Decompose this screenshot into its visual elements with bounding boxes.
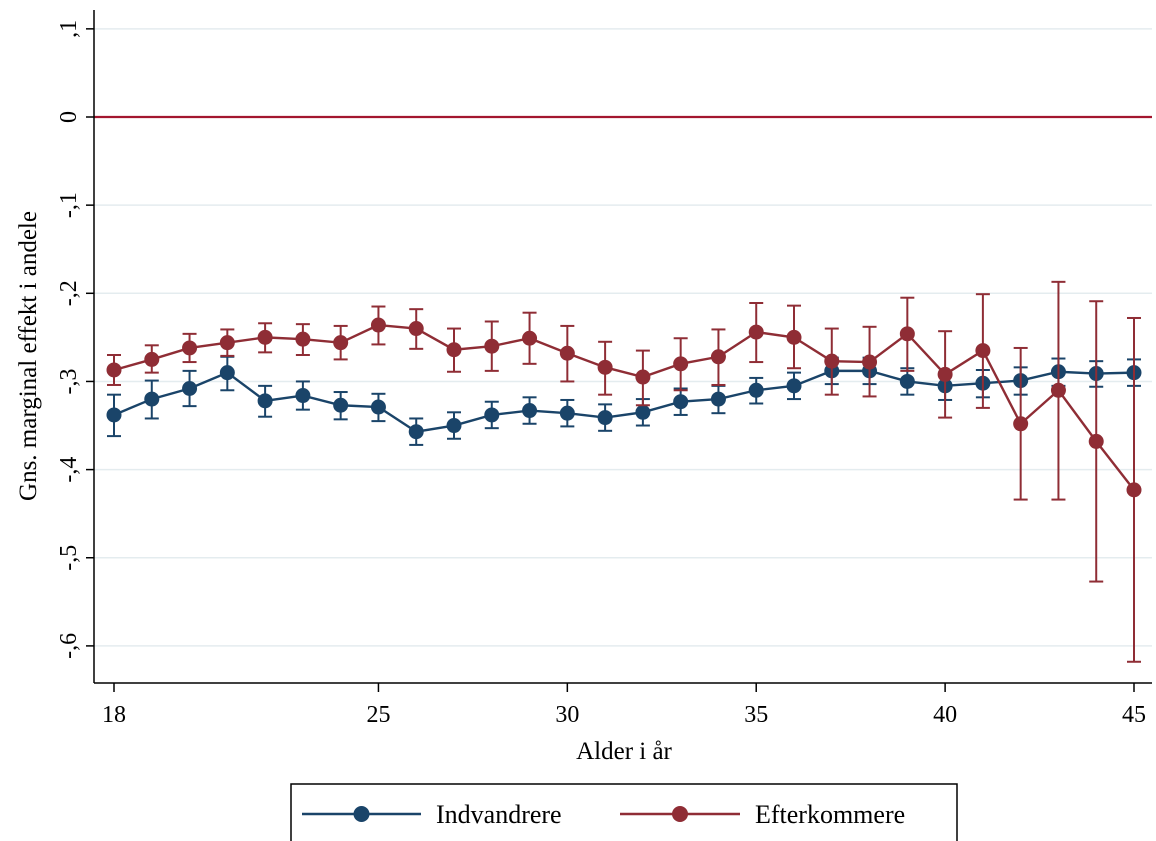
- data-point: [106, 362, 122, 378]
- data-point: [673, 356, 689, 372]
- y-axis: ,1 0 -,1 -,2 -,3 -,4 -,5 -,6: [56, 10, 95, 683]
- legend-marker: [672, 806, 688, 822]
- y-tick-label: -,3: [56, 368, 82, 394]
- x-tick-label: 40: [933, 702, 957, 728]
- data-point: [295, 388, 311, 404]
- data-point: [597, 410, 613, 426]
- data-point: [748, 324, 764, 340]
- data-point: [522, 403, 538, 419]
- data-point: [1126, 482, 1142, 498]
- x-axis: 18 25 30 35 40 45: [94, 682, 1152, 728]
- data-point: [710, 391, 726, 407]
- data-point: [106, 407, 122, 423]
- x-tick-label: 25: [366, 702, 390, 728]
- series-efterkommere: [106, 280, 1142, 663]
- data-point: [370, 317, 386, 333]
- data-point: [446, 418, 462, 434]
- legend: Indvandrere Efterkommere: [290, 783, 958, 841]
- legend-box: [290, 783, 958, 841]
- y-tick-label: 0: [56, 111, 82, 123]
- data-point: [144, 351, 160, 367]
- data-point: [144, 391, 160, 407]
- data-point: [484, 407, 500, 423]
- data-point: [748, 382, 764, 398]
- legend-label: Indvandrere: [436, 800, 562, 829]
- data-point: [446, 342, 462, 358]
- data-point: [559, 405, 575, 421]
- x-axis-title: Alder i år: [576, 738, 672, 765]
- data-point: [673, 394, 689, 410]
- data-point: [786, 329, 802, 345]
- y-tick-label: -,2: [56, 280, 82, 306]
- data-point: [937, 366, 953, 382]
- x-tick-label: 18: [102, 702, 126, 728]
- y-tick-label: ,1: [56, 20, 82, 38]
- data-point: [1013, 416, 1029, 432]
- y-tick-label: -,1: [56, 192, 82, 218]
- data-point: [257, 329, 273, 345]
- y-axis-title: Gns. marginal effekt i andele: [15, 211, 42, 501]
- y-tick-label: -,4: [56, 457, 82, 483]
- data-point: [257, 393, 273, 409]
- data-point: [786, 378, 802, 394]
- data-point: [635, 369, 651, 385]
- data-point: [862, 354, 878, 370]
- data-point: [597, 359, 613, 375]
- data-point: [1050, 382, 1066, 398]
- data-point: [219, 335, 235, 351]
- data-point: [484, 338, 500, 354]
- legend-entry: Efterkommere: [620, 800, 905, 829]
- series-line: [113, 369, 1135, 433]
- data-point: [408, 424, 424, 440]
- data-point: [333, 335, 349, 351]
- x-tick-label: 45: [1122, 702, 1146, 728]
- data-point: [559, 345, 575, 361]
- legend-marker: [353, 806, 370, 822]
- data-point: [899, 326, 915, 342]
- data-point: [182, 381, 198, 397]
- series-line: [113, 323, 1135, 491]
- legend-entry: Indvandrere: [302, 800, 562, 829]
- data-point: [899, 373, 915, 389]
- legend-label: Efterkommere: [755, 800, 905, 829]
- x-tick-label: 35: [744, 702, 768, 728]
- data-point: [975, 343, 991, 359]
- data-point: [522, 330, 538, 346]
- data-point: [408, 321, 424, 337]
- data-point: [635, 404, 651, 420]
- data-point: [824, 353, 840, 369]
- data-point: [710, 349, 726, 365]
- series-layer: [106, 280, 1142, 663]
- y-tick-label: -,5: [56, 545, 82, 571]
- data-point: [219, 365, 235, 381]
- x-tick-label: 30: [555, 702, 579, 728]
- data-point: [333, 397, 349, 413]
- data-point: [182, 340, 198, 356]
- data-point: [370, 399, 386, 415]
- data-point: [295, 331, 311, 347]
- data-point: [1088, 433, 1104, 449]
- y-tick-label: -,6: [56, 633, 82, 659]
